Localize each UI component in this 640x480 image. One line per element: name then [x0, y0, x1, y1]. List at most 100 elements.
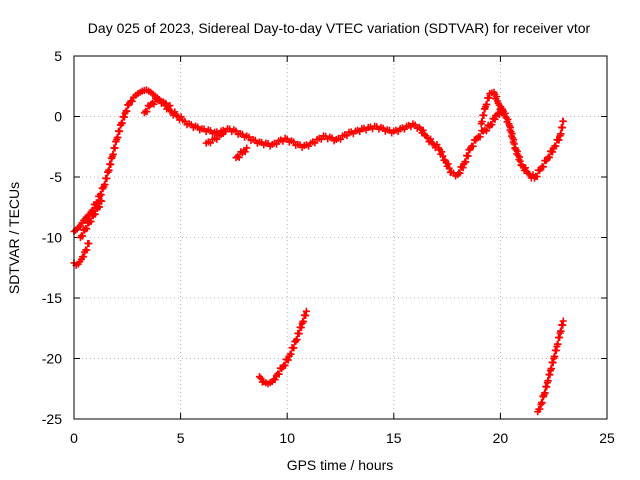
- axis-ticks: [73, 55, 608, 420]
- data-point: [439, 152, 447, 160]
- data-point: [271, 376, 279, 384]
- data-point: [555, 136, 563, 144]
- plot-frame: [73, 55, 608, 420]
- data-point: [118, 119, 126, 127]
- chart-title: Day 025 of 2023, Sidereal Day-to-day VTE…: [88, 20, 591, 36]
- data-point: [499, 109, 507, 117]
- data-point: [491, 115, 499, 123]
- series-lower-start: [70, 239, 93, 269]
- data-point: [290, 344, 298, 352]
- y-tick-label: 0: [54, 109, 62, 125]
- data-point: [476, 133, 484, 141]
- data-points: [70, 86, 567, 416]
- data-point: [109, 150, 117, 158]
- y-tick-label: -10: [42, 230, 62, 246]
- data-point: [552, 142, 560, 150]
- data-point: [444, 160, 452, 168]
- x-tick-label: 0: [70, 430, 78, 446]
- data-point: [243, 144, 251, 152]
- data-point: [558, 124, 566, 132]
- data-point: [538, 399, 546, 407]
- data-point: [423, 134, 431, 142]
- x-axis-label: GPS time / hours: [287, 457, 394, 473]
- data-point: [533, 173, 541, 181]
- data-point: [480, 111, 488, 119]
- y-tick-label: 5: [54, 48, 62, 64]
- data-point: [80, 253, 88, 261]
- data-point: [522, 164, 530, 172]
- data-point: [293, 336, 301, 344]
- data-point: [469, 142, 477, 150]
- data-point: [438, 148, 446, 156]
- data-point: [275, 370, 283, 378]
- y-axis-label: SDTVAR / TECUs: [6, 182, 22, 294]
- data-point: [284, 356, 292, 364]
- data-point: [241, 148, 249, 156]
- y-tick-label: -25: [42, 411, 62, 427]
- data-point: [116, 127, 124, 135]
- data-point: [295, 330, 303, 338]
- series-high-offset: [140, 95, 174, 117]
- data-point: [300, 318, 308, 326]
- data-point: [105, 166, 113, 174]
- data-point: [488, 121, 496, 129]
- data-point: [554, 340, 562, 348]
- data-point: [302, 307, 310, 315]
- x-tick-label: 5: [177, 430, 185, 446]
- data-point: [483, 127, 491, 135]
- data-point: [548, 365, 556, 373]
- data-point: [557, 327, 565, 335]
- data-point: [87, 218, 95, 226]
- data-point: [539, 163, 547, 171]
- data-point: [483, 101, 491, 109]
- data-point: [478, 118, 486, 126]
- y-tick-label: -15: [42, 290, 62, 306]
- series-dip-cluster-2: [232, 144, 251, 162]
- x-tick-label: 25: [599, 430, 615, 446]
- data-point: [493, 93, 501, 101]
- data-point: [464, 152, 472, 160]
- data-point: [219, 129, 227, 137]
- data-point: [128, 97, 136, 105]
- x-tick-label: 10: [279, 430, 295, 446]
- data-point: [544, 377, 552, 385]
- data-point: [83, 225, 91, 233]
- y-tick-label: -5: [50, 169, 63, 185]
- data-point: [101, 181, 109, 189]
- data-point: [445, 164, 453, 172]
- x-tick-label: 20: [493, 430, 509, 446]
- data-point: [166, 102, 174, 110]
- data-point: [96, 203, 104, 211]
- data-point: [545, 153, 553, 161]
- grid: [74, 56, 607, 419]
- series-main: [70, 86, 567, 235]
- data-point: [98, 197, 106, 205]
- data-point: [85, 240, 93, 248]
- data-point: [462, 158, 470, 166]
- data-point: [114, 134, 122, 142]
- data-point: [107, 161, 115, 169]
- series-dip-cluster: [202, 129, 227, 147]
- series-lower-branch: [76, 197, 106, 241]
- data-point: [427, 135, 435, 143]
- series-late-segment-1: [255, 307, 310, 388]
- data-point: [551, 353, 559, 361]
- data-point: [287, 350, 295, 358]
- data-point: [459, 164, 467, 172]
- data-point: [103, 175, 111, 183]
- data-point: [83, 246, 91, 254]
- data-point: [91, 210, 99, 218]
- y-tick-label: -20: [42, 351, 62, 367]
- data-point: [143, 108, 151, 116]
- data-point: [97, 191, 105, 199]
- data-point: [559, 317, 567, 325]
- x-tick-label: 15: [386, 430, 402, 446]
- data-point: [541, 389, 549, 397]
- tick-labels: 0 5 10 15 20 25 5 0 -5 -10 -15 -20 -25: [42, 48, 615, 446]
- data-point: [111, 144, 119, 152]
- data-point: [419, 126, 427, 134]
- data-point: [79, 232, 87, 240]
- data-point: [549, 148, 557, 156]
- data-point: [281, 362, 289, 370]
- data-point: [150, 100, 158, 108]
